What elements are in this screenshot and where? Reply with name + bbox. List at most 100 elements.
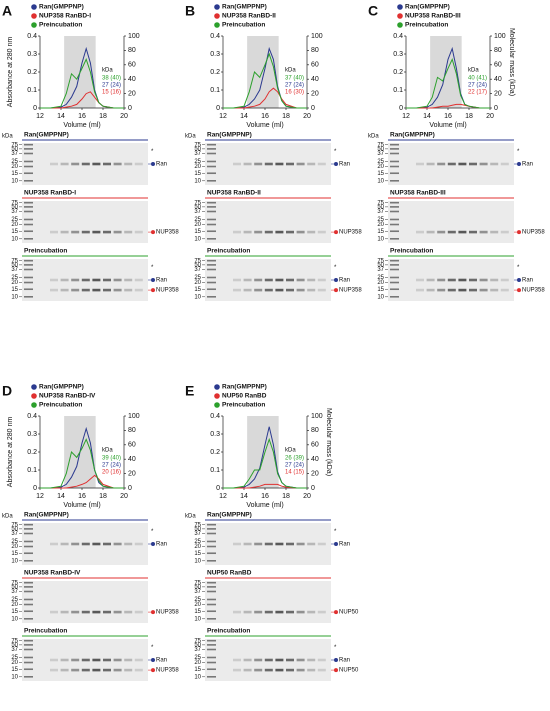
sample-band <box>103 230 111 234</box>
mass-annotation: 26 (39) <box>285 456 304 462</box>
sample-band <box>286 542 294 546</box>
marker-label: 10 <box>377 236 384 242</box>
y2-axis-label: Molecular mass (kDa) <box>508 28 515 96</box>
ladder-band <box>207 618 216 620</box>
sample-band <box>243 610 252 614</box>
band-marker <box>334 610 338 615</box>
sample-band <box>113 288 122 292</box>
marker-label: 75 <box>194 258 201 264</box>
sample-band <box>286 610 294 614</box>
x-axis-label: Volume (ml) <box>429 122 466 129</box>
y-tick-label: 0.4 <box>210 33 220 40</box>
ladder-band <box>24 259 33 262</box>
sample-band <box>103 668 111 672</box>
band-label: Ran <box>339 658 350 664</box>
gel-title: NUP50 RanBD <box>207 570 252 577</box>
marker-label: 25 <box>194 655 201 661</box>
y2-tick-label: 0 <box>494 105 498 112</box>
marker-label: 75 <box>11 638 18 644</box>
sample-band <box>92 658 101 662</box>
sample-band <box>254 542 263 546</box>
mass-annotation: 20 (16) <box>102 470 121 476</box>
sample-band <box>254 162 263 166</box>
sample-band <box>50 542 58 546</box>
marker-label: 75 <box>194 142 201 148</box>
ladder-band <box>207 218 216 221</box>
ladder-band <box>24 288 33 291</box>
ladder-band <box>207 639 216 642</box>
sample-band <box>92 668 101 672</box>
x-tick-label: 20 <box>120 113 128 120</box>
legend-marker <box>31 22 37 28</box>
trace <box>406 57 490 109</box>
y-tick-label: 0.2 <box>210 449 220 456</box>
ladder-band <box>24 206 33 208</box>
sample-band <box>437 230 446 234</box>
sample-band <box>71 162 80 166</box>
gel-title: Ran(GMPPNP) <box>390 132 435 139</box>
band-marker <box>151 162 155 166</box>
marker-label: 10 <box>11 178 18 184</box>
mass-unit: kDa <box>285 448 296 454</box>
sample-band <box>50 658 58 662</box>
ladder-band <box>24 165 33 168</box>
marker-label: 20 <box>377 222 384 228</box>
marker-label: 50 <box>377 146 384 152</box>
x-tick-label: 12 <box>36 113 44 120</box>
marker-label: 75 <box>11 522 18 528</box>
gel-note: * <box>334 149 337 155</box>
ladder-band <box>207 532 216 535</box>
sample-band <box>134 542 143 546</box>
marker-label: 15 <box>194 229 201 235</box>
y2-tick-label: 60 <box>128 442 136 449</box>
marker-label: 50 <box>11 642 18 648</box>
ladder-band <box>24 218 33 221</box>
y-tick-label: 0 <box>33 485 37 492</box>
sample-band <box>233 658 241 662</box>
band-label: Ran <box>156 542 167 548</box>
band-marker <box>334 288 338 293</box>
sample-band <box>296 610 305 614</box>
marker-label: 10 <box>194 236 201 242</box>
ladder-band <box>24 644 33 646</box>
sample-band <box>479 230 488 234</box>
sample-band <box>50 230 58 234</box>
legend-marker <box>31 384 37 390</box>
mass-annotation: 27 (24) <box>468 83 487 89</box>
sample-band <box>233 542 241 546</box>
ladder-band <box>207 590 216 593</box>
y2-tick-label: 40 <box>128 456 136 463</box>
marker-label: 15 <box>377 229 384 235</box>
sample-band <box>254 610 263 614</box>
trace <box>223 437 307 489</box>
marker-label: 15 <box>194 551 201 557</box>
sample-band <box>92 288 101 292</box>
y2-tick-label: 0 <box>311 105 315 112</box>
mass-annotation: 40 (41) <box>468 76 487 82</box>
legend-marker <box>214 393 220 399</box>
sample-band <box>317 288 326 292</box>
mass-unit: kDa <box>102 68 113 74</box>
marker-label: 10 <box>11 294 18 300</box>
sample-band <box>81 668 90 672</box>
mass-unit: kDa <box>102 448 113 454</box>
ladder-band <box>24 148 33 150</box>
marker-label: 10 <box>194 558 201 564</box>
band-marker <box>334 658 338 662</box>
sample-band <box>307 610 316 614</box>
ladder-band <box>207 288 216 291</box>
legend-marker <box>31 4 37 10</box>
marker-label: 10 <box>377 178 384 184</box>
band-marker <box>151 230 155 235</box>
marker-label: 10 <box>11 236 18 242</box>
marker-label: 25 <box>194 597 201 603</box>
sample-band <box>124 542 133 546</box>
ladder-band <box>24 639 33 642</box>
gel <box>205 201 331 243</box>
panel-letter: E <box>185 383 194 399</box>
gel <box>388 201 514 243</box>
sample-band <box>50 668 58 672</box>
marker-label: 37 <box>377 267 384 273</box>
gel-title: Preincubation <box>207 628 250 635</box>
gel-note: * <box>151 645 154 651</box>
